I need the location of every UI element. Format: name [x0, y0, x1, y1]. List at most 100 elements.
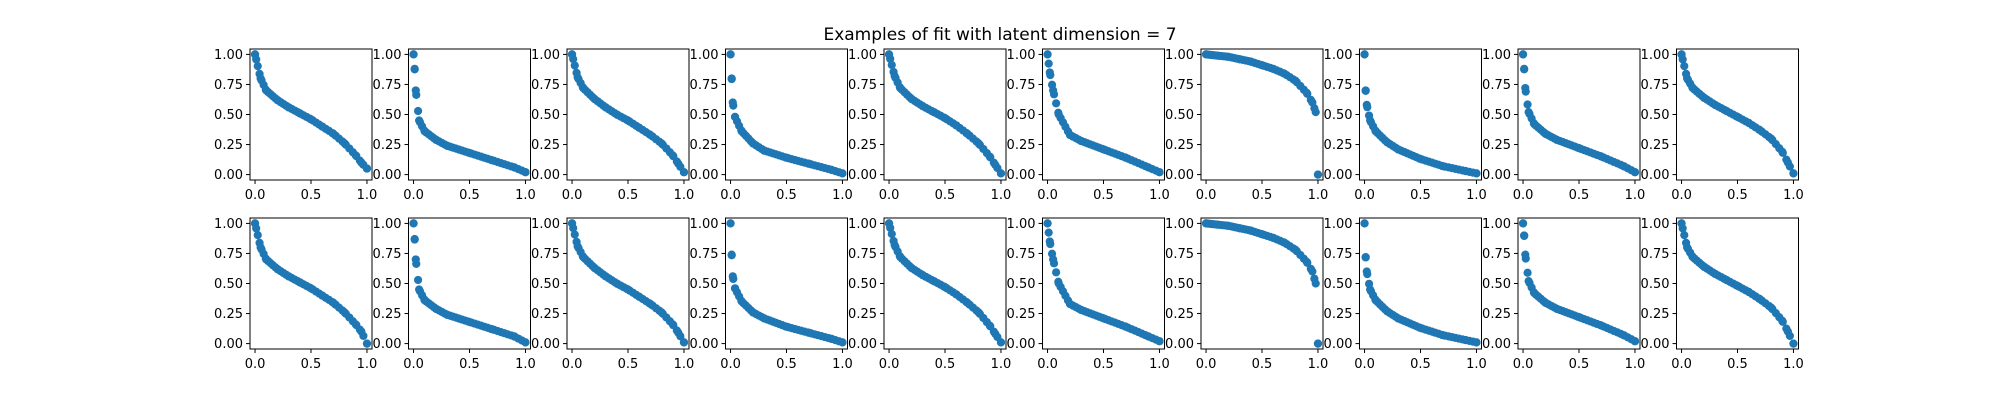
y-tick-label: 1.00: [1007, 217, 1036, 232]
data-point: [782, 322, 791, 331]
data-point: [646, 299, 655, 309]
x-tick-label: 0.0: [1037, 357, 1058, 372]
subplot-r1-c5: 0.00 0.25 0.50 0.75 1.00 0.0 0.5 1.0: [848, 48, 1011, 203]
data-point: [1144, 163, 1153, 172]
data-point: [411, 255, 420, 264]
y-tick-label: 0.00: [690, 337, 719, 352]
x-tick-label: 0.5: [301, 357, 322, 372]
data-point: [1044, 228, 1053, 237]
y-tick-label: 0.00: [1641, 337, 1670, 352]
data-point: [1257, 61, 1267, 70]
y-tick-label: 0.50: [373, 108, 402, 123]
data-point: [1520, 64, 1529, 73]
data-point: [1783, 327, 1792, 336]
data-point: [1313, 339, 1323, 348]
data-point: [521, 338, 530, 347]
y-tick-label: 0.50: [1324, 108, 1353, 123]
data-point: [1438, 331, 1447, 340]
data-point: [1523, 268, 1532, 277]
scatter-series: [250, 50, 372, 173]
data-point: [1789, 339, 1798, 348]
y-tick-label: 0.25: [1007, 138, 1036, 153]
x-tick-label: 0.0: [1196, 357, 1217, 372]
data-point: [1280, 238, 1289, 247]
x-tick-label: 1.0: [1466, 357, 1487, 372]
x-tick-label: 1.0: [1149, 188, 1170, 203]
subplot-r2-c10: 0.00 0.25 0.50 0.75 1.00 0.0 0.5 1.0: [1641, 217, 1804, 372]
y-tick-label: 0.50: [1641, 277, 1670, 292]
data-point: [1065, 130, 1075, 140]
y-tick-label: 0.25: [1482, 307, 1511, 322]
data-point: [1045, 68, 1054, 77]
data-point: [284, 103, 293, 112]
y-tick-label: 1.00: [373, 48, 402, 63]
axes-frame: [408, 217, 531, 350]
data-point: [940, 283, 950, 292]
data-point: [1552, 304, 1561, 313]
scatter-series: [567, 50, 689, 177]
data-point: [1597, 152, 1606, 161]
data-point: [431, 135, 441, 144]
x-tick-label: 0.0: [1671, 188, 1692, 203]
x-tick-label: 0.0: [1037, 188, 1058, 203]
x-tick-label: 0.0: [1671, 357, 1692, 372]
data-point: [668, 151, 677, 160]
data-point: [884, 219, 894, 228]
data-point: [907, 94, 916, 103]
x-tick-label: 1.0: [1466, 188, 1487, 203]
y-tick-label: 0.50: [690, 277, 719, 292]
data-point: [1461, 335, 1470, 345]
x-tick-label: 1.0: [515, 188, 536, 203]
subplot-r2-c5: 0.00 0.25 0.50 0.75 1.00 0.0 0.5 1.0: [848, 217, 1011, 372]
x-tick-label: 0.5: [301, 188, 322, 203]
data-point: [1257, 230, 1267, 239]
data-point: [1530, 289, 1539, 298]
data-point: [1518, 219, 1528, 228]
y-tick-label: 0.75: [1165, 78, 1194, 93]
data-point: [443, 141, 452, 150]
y-tick-label: 1.00: [1324, 48, 1353, 63]
data-point: [623, 285, 633, 294]
scatter-series: [726, 50, 847, 178]
data-point: [1630, 168, 1640, 177]
data-point: [1744, 287, 1753, 297]
data-point: [748, 139, 758, 148]
x-tick-label: 0.5: [1410, 357, 1431, 372]
data-point: [1099, 145, 1108, 154]
data-point: [804, 328, 813, 337]
data-point: [1045, 237, 1054, 246]
scatter-series: [1677, 50, 1798, 178]
data-point: [420, 127, 429, 136]
x-tick-label: 1.0: [1783, 188, 1804, 203]
y-tick-label: 0.75: [848, 247, 877, 262]
subplot-r1-c7: 0.00 0.25 0.50 0.75 1.00 0.0 0.5 1.0: [1165, 48, 1328, 203]
subplot-r2-c1: 0.00 0.25 0.50 0.75 1.00 0.0 0.5 1.0: [214, 217, 377, 372]
x-tick-label: 1.0: [1625, 357, 1646, 372]
data-point: [1733, 281, 1742, 290]
data-point: [1052, 268, 1061, 277]
x-tick-label: 1.0: [674, 188, 695, 203]
data-point: [1744, 118, 1753, 128]
data-point: [1778, 316, 1787, 325]
data-point: [295, 278, 304, 287]
data-point: [570, 230, 579, 239]
y-tick-label: 0.00: [531, 168, 560, 183]
y-tick-label: 0.75: [1007, 78, 1036, 93]
y-tick-label: 0.75: [214, 247, 243, 262]
y-tick-label: 0.00: [1165, 337, 1194, 352]
data-point: [431, 304, 441, 313]
y-tick-label: 1.00: [1641, 48, 1670, 63]
y-tick-label: 0.25: [1482, 138, 1511, 153]
data-point: [907, 263, 916, 272]
data-point: [1766, 134, 1776, 143]
data-point: [1524, 277, 1533, 286]
data-point: [1461, 166, 1470, 176]
y-tick-label: 0.50: [1482, 277, 1511, 292]
data-point: [590, 94, 599, 103]
y-tick-label: 1.00: [848, 48, 877, 63]
data-point: [1783, 158, 1792, 167]
data-point: [573, 242, 582, 251]
figure-title: Examples of fit with latent dimension = …: [823, 25, 1176, 45]
data-point: [579, 83, 588, 93]
scatter-series: [409, 50, 530, 177]
